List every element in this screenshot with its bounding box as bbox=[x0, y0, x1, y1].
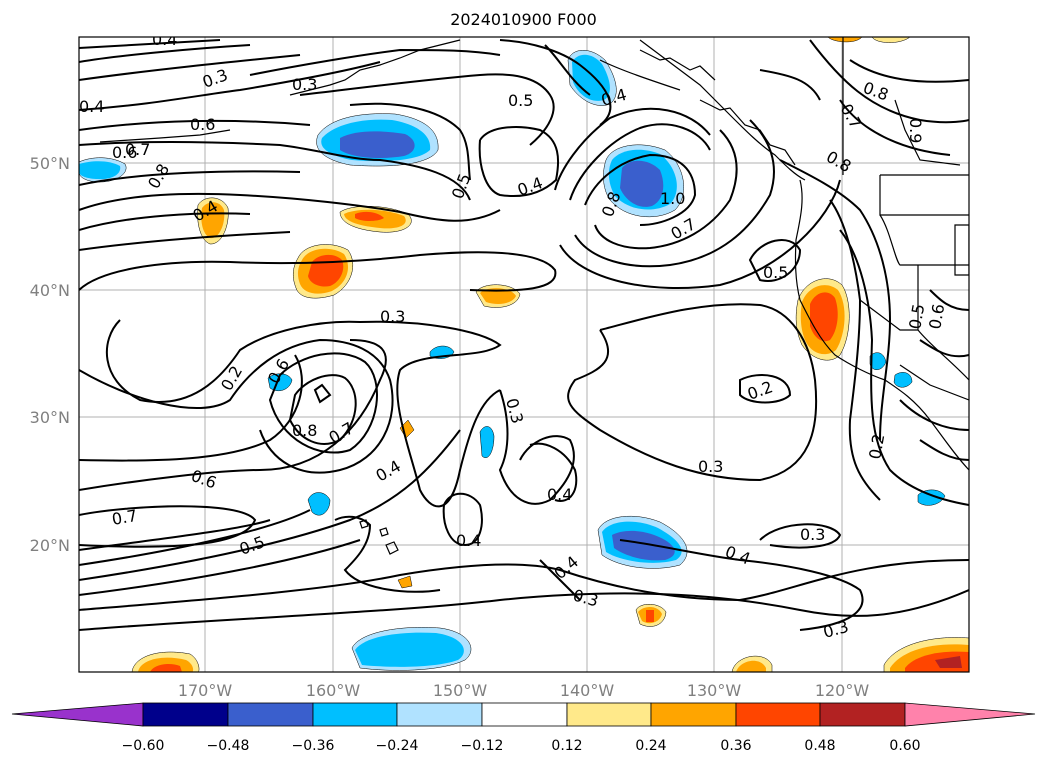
map-frame bbox=[78, 36, 970, 673]
lat-labels: 50°N 40°N 30°N 20°N bbox=[30, 154, 70, 555]
lat-label-20n: 20°N bbox=[30, 536, 70, 555]
colorbar-tick: −0.12 bbox=[461, 738, 504, 754]
map-panel: 0.4 0.3 0.3 0.4 0.5 0.4 0.8 0.7 0.6 0.9 … bbox=[78, 30, 970, 673]
contour-label: 0.5 bbox=[763, 263, 788, 282]
contour-label: 0.6 bbox=[925, 302, 948, 330]
map-title: 2024010900 F000 bbox=[450, 10, 597, 29]
lat-label-50n: 50°N bbox=[30, 154, 70, 173]
contour-label: 0.4 bbox=[547, 485, 572, 504]
coastlines bbox=[99, 37, 969, 555]
colorbar-extend-low bbox=[11, 702, 144, 727]
contour-label: 0.6 bbox=[112, 143, 137, 162]
colorbar-swatch bbox=[650, 702, 737, 727]
colorbar-swatch bbox=[735, 702, 821, 727]
shaded-anomalies bbox=[79, 37, 969, 672]
colorbar-tick: 0.36 bbox=[720, 738, 751, 754]
contour-label: 0.5 bbox=[905, 302, 928, 330]
contour-label: 1.0 bbox=[660, 189, 685, 208]
colorbar-swatch bbox=[819, 702, 906, 727]
colorbar-tick: 0.48 bbox=[804, 738, 835, 754]
colorbar-swatch bbox=[312, 702, 398, 727]
contour-label: 0.3 bbox=[292, 75, 317, 94]
contour-label: 0.6 bbox=[190, 115, 215, 134]
lon-label-150w: 150°W bbox=[433, 681, 488, 700]
colorbar-tick: −0.48 bbox=[207, 738, 250, 754]
contour-label: 0.2 bbox=[865, 432, 888, 460]
lon-label-130w: 130°W bbox=[687, 681, 742, 700]
colorbar-swatch bbox=[566, 702, 652, 727]
contour-label: 0.3 bbox=[698, 457, 723, 476]
colorbar-tick: 0.24 bbox=[635, 738, 666, 754]
lat-label-40n: 40°N bbox=[30, 281, 70, 300]
colorbar-tick: 0.12 bbox=[551, 738, 582, 754]
contour-label: 0.3 bbox=[380, 307, 405, 326]
colorbar-swatch bbox=[396, 702, 483, 727]
contour-label: 0.4 bbox=[456, 531, 481, 550]
lat-label-30n: 30°N bbox=[30, 408, 70, 427]
contour-label: 0.4 bbox=[79, 97, 104, 116]
colorbar bbox=[11, 702, 1036, 727]
colorbar-swatch bbox=[481, 702, 568, 727]
colorbar-tick: −0.36 bbox=[292, 738, 335, 754]
contour-label: 0.9 bbox=[906, 118, 925, 143]
contour-lines bbox=[79, 39, 969, 631]
contour-label: 0.3 bbox=[800, 525, 825, 544]
colorbar-swatch bbox=[142, 702, 229, 727]
lon-label-140w: 140°W bbox=[560, 681, 615, 700]
contour-label: 0.4 bbox=[152, 30, 177, 49]
contour-label: 0.5 bbox=[508, 91, 533, 110]
lon-label-160w: 160°W bbox=[306, 681, 361, 700]
lon-labels: 170°W 160°W 150°W 140°W 130°W 120°W bbox=[178, 681, 870, 700]
colorbar-tick: −0.24 bbox=[376, 738, 419, 754]
colorbar-tick: 0.60 bbox=[889, 738, 920, 754]
contour-label: 0.8 bbox=[292, 421, 317, 440]
colorbar-tick: −0.60 bbox=[122, 738, 165, 754]
lon-label-120w: 120°W bbox=[815, 681, 870, 700]
colorbar-extend-high bbox=[904, 702, 1036, 727]
lon-label-170w: 170°W bbox=[178, 681, 233, 700]
contour-label: 0.7 bbox=[125, 140, 150, 159]
contour-label: 0.7 bbox=[110, 506, 138, 529]
colorbar-swatch bbox=[227, 702, 314, 727]
colorbar-ticks: −0.60 −0.48 −0.36 −0.24 −0.12 0.12 0.24 … bbox=[122, 738, 921, 754]
